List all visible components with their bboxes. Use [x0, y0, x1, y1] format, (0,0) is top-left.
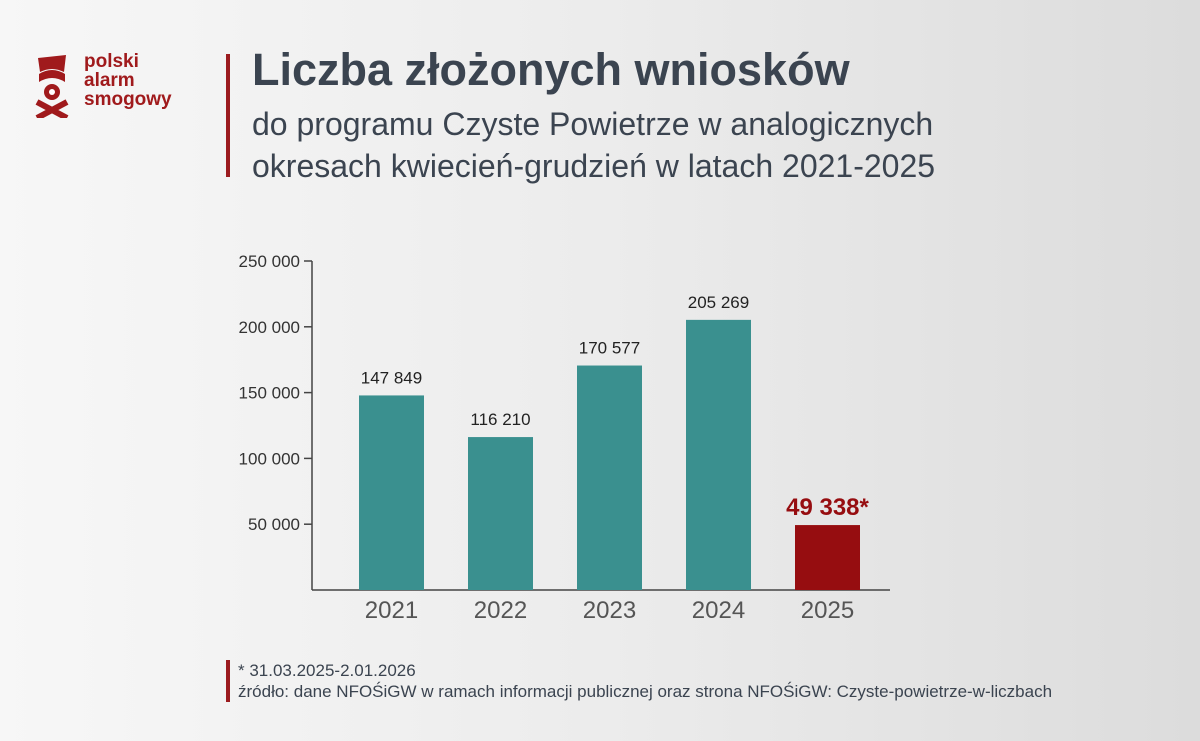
page-subtitle: do programu Czyste Powietrze w analogicz…	[252, 103, 935, 187]
logo-line: smogowy	[84, 89, 172, 110]
x-tick-label: 2023	[583, 597, 636, 624]
y-tick-label: 50 000	[248, 515, 300, 534]
bar-2024	[686, 319, 751, 590]
y-tick-label: 100 000	[239, 449, 300, 468]
x-tick-label: 2021	[365, 597, 418, 624]
bar-2021	[359, 395, 424, 590]
data-label: 147 849	[361, 368, 422, 387]
x-tick-label: 2022	[474, 597, 527, 624]
bar-2023	[577, 365, 642, 590]
footnote: * 31.03.2025-2.01.2026	[238, 661, 416, 680]
logo-line: polski	[84, 51, 139, 72]
y-tick-label: 250 000	[239, 252, 300, 271]
footer: * 31.03.2025-2.01.2026 źródło: dane NFOŚ…	[226, 660, 1052, 702]
data-label: 170 577	[579, 339, 640, 358]
data-label: 205 269	[688, 293, 749, 312]
y-tick-label: 150 000	[239, 384, 300, 403]
subtitle-line: okresach kwiecień-grudzień w latach 2021…	[252, 148, 936, 184]
page-title: Liczba złożonych wniosków	[252, 44, 850, 95]
logo: polski alarm smogowy	[34, 52, 172, 118]
logo-line: alarm	[84, 70, 135, 91]
source-note: źródło: dane NFOŚiGW w ramach informacji…	[238, 682, 1053, 701]
data-label: 116 210	[470, 410, 530, 429]
bar-2025	[795, 525, 860, 590]
y-tick-label: 200 000	[239, 318, 300, 337]
x-tick-label: 2024	[692, 597, 745, 624]
title-accent-bar	[226, 54, 230, 177]
x-tick-label: 2025	[801, 597, 854, 624]
logo-icon	[35, 55, 69, 118]
bar-2022	[468, 437, 533, 590]
data-label: 49 338*	[786, 494, 869, 521]
subtitle-line: do programu Czyste Powietrze w analogicz…	[252, 106, 934, 142]
